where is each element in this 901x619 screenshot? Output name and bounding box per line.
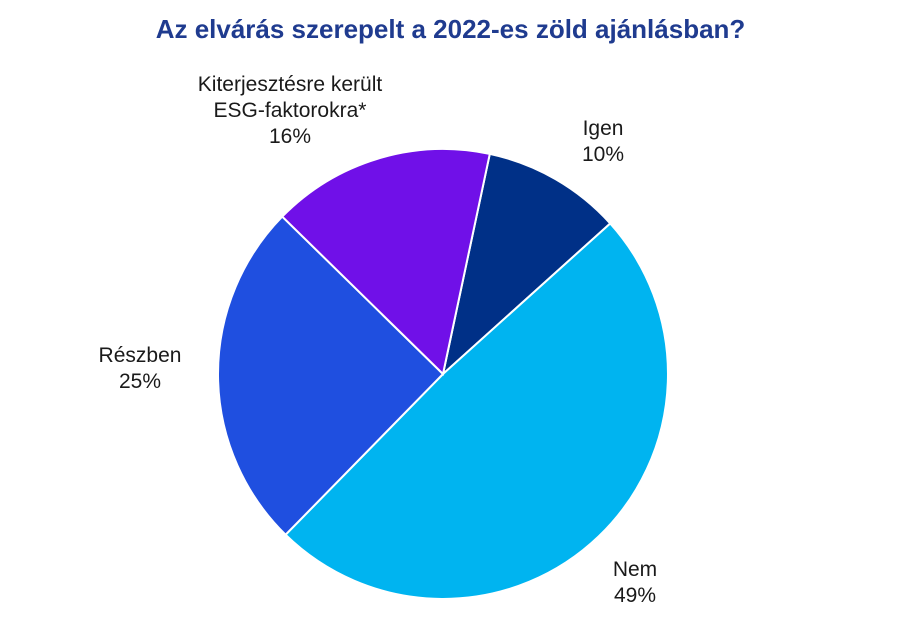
- slice-label-reszben-name: Részben: [98, 344, 182, 367]
- slice-label-nem-name: Nem: [612, 558, 658, 581]
- slice-label-igen-value: 10%: [581, 143, 625, 166]
- slice-label-reszben-value: 25%: [118, 370, 162, 393]
- slice-label-esg-line2: ESG-faktorokra*: [213, 99, 367, 122]
- slice-label-reszben: Részben 25%: [80, 343, 200, 395]
- slice-label-igen-name: Igen: [582, 117, 624, 140]
- pie-slices: [217, 148, 669, 600]
- slice-label-esg: Kiterjesztésre került ESG-faktorokra* 16…: [150, 72, 430, 150]
- pie-slice-nem: [284, 222, 669, 600]
- pie-slice-esg: [280, 148, 491, 376]
- slice-label-igen: Igen 10%: [548, 116, 658, 168]
- slice-label-esg-value: 16%: [268, 125, 312, 148]
- slice-label-nem: Nem 49%: [590, 557, 680, 609]
- pie-slice-reszben: [217, 215, 445, 537]
- slice-label-nem-value: 49%: [613, 584, 657, 607]
- pie-slice-igen: [441, 152, 612, 377]
- chart-title: Az elvárás szerepelt a 2022-es zöld aján…: [155, 14, 746, 44]
- slice-label-esg-line1: Kiterjesztésre került: [197, 73, 383, 96]
